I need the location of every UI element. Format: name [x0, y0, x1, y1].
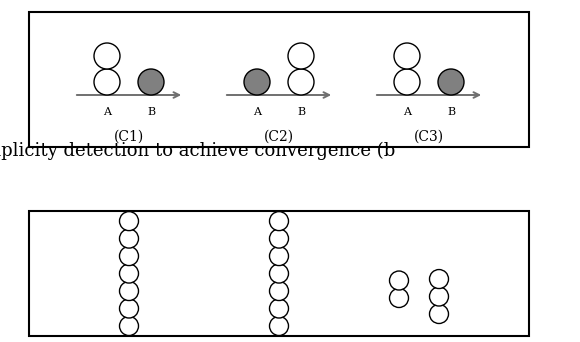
Circle shape: [270, 316, 288, 336]
Circle shape: [94, 69, 120, 95]
Circle shape: [119, 281, 139, 301]
FancyBboxPatch shape: [29, 12, 529, 147]
Text: (C1): (C1): [114, 130, 144, 144]
Text: B: B: [147, 107, 155, 117]
Text: B: B: [297, 107, 305, 117]
Circle shape: [270, 229, 288, 248]
Circle shape: [244, 69, 270, 95]
Circle shape: [270, 212, 288, 231]
Text: (C3): (C3): [414, 130, 444, 144]
Circle shape: [270, 247, 288, 266]
Circle shape: [394, 43, 420, 69]
Text: tiplicity detection to achieve convergence (b: tiplicity detection to achieve convergen…: [0, 141, 396, 160]
Circle shape: [430, 304, 448, 324]
Circle shape: [288, 43, 314, 69]
FancyBboxPatch shape: [29, 211, 529, 336]
Circle shape: [270, 281, 288, 301]
Circle shape: [119, 247, 139, 266]
Circle shape: [430, 269, 448, 289]
Circle shape: [119, 316, 139, 336]
Circle shape: [270, 299, 288, 318]
Circle shape: [270, 264, 288, 283]
Circle shape: [119, 264, 139, 283]
Text: (C2): (C2): [264, 130, 294, 144]
Circle shape: [288, 69, 314, 95]
Circle shape: [94, 43, 120, 69]
Text: A: A: [253, 107, 261, 117]
Text: A: A: [103, 107, 111, 117]
Circle shape: [119, 212, 139, 231]
Text: A: A: [403, 107, 411, 117]
Text: B: B: [447, 107, 455, 117]
Circle shape: [438, 69, 464, 95]
Circle shape: [390, 271, 408, 290]
Circle shape: [119, 229, 139, 248]
Circle shape: [138, 69, 164, 95]
Circle shape: [119, 299, 139, 318]
Circle shape: [430, 287, 448, 306]
Circle shape: [394, 69, 420, 95]
Circle shape: [390, 289, 408, 307]
